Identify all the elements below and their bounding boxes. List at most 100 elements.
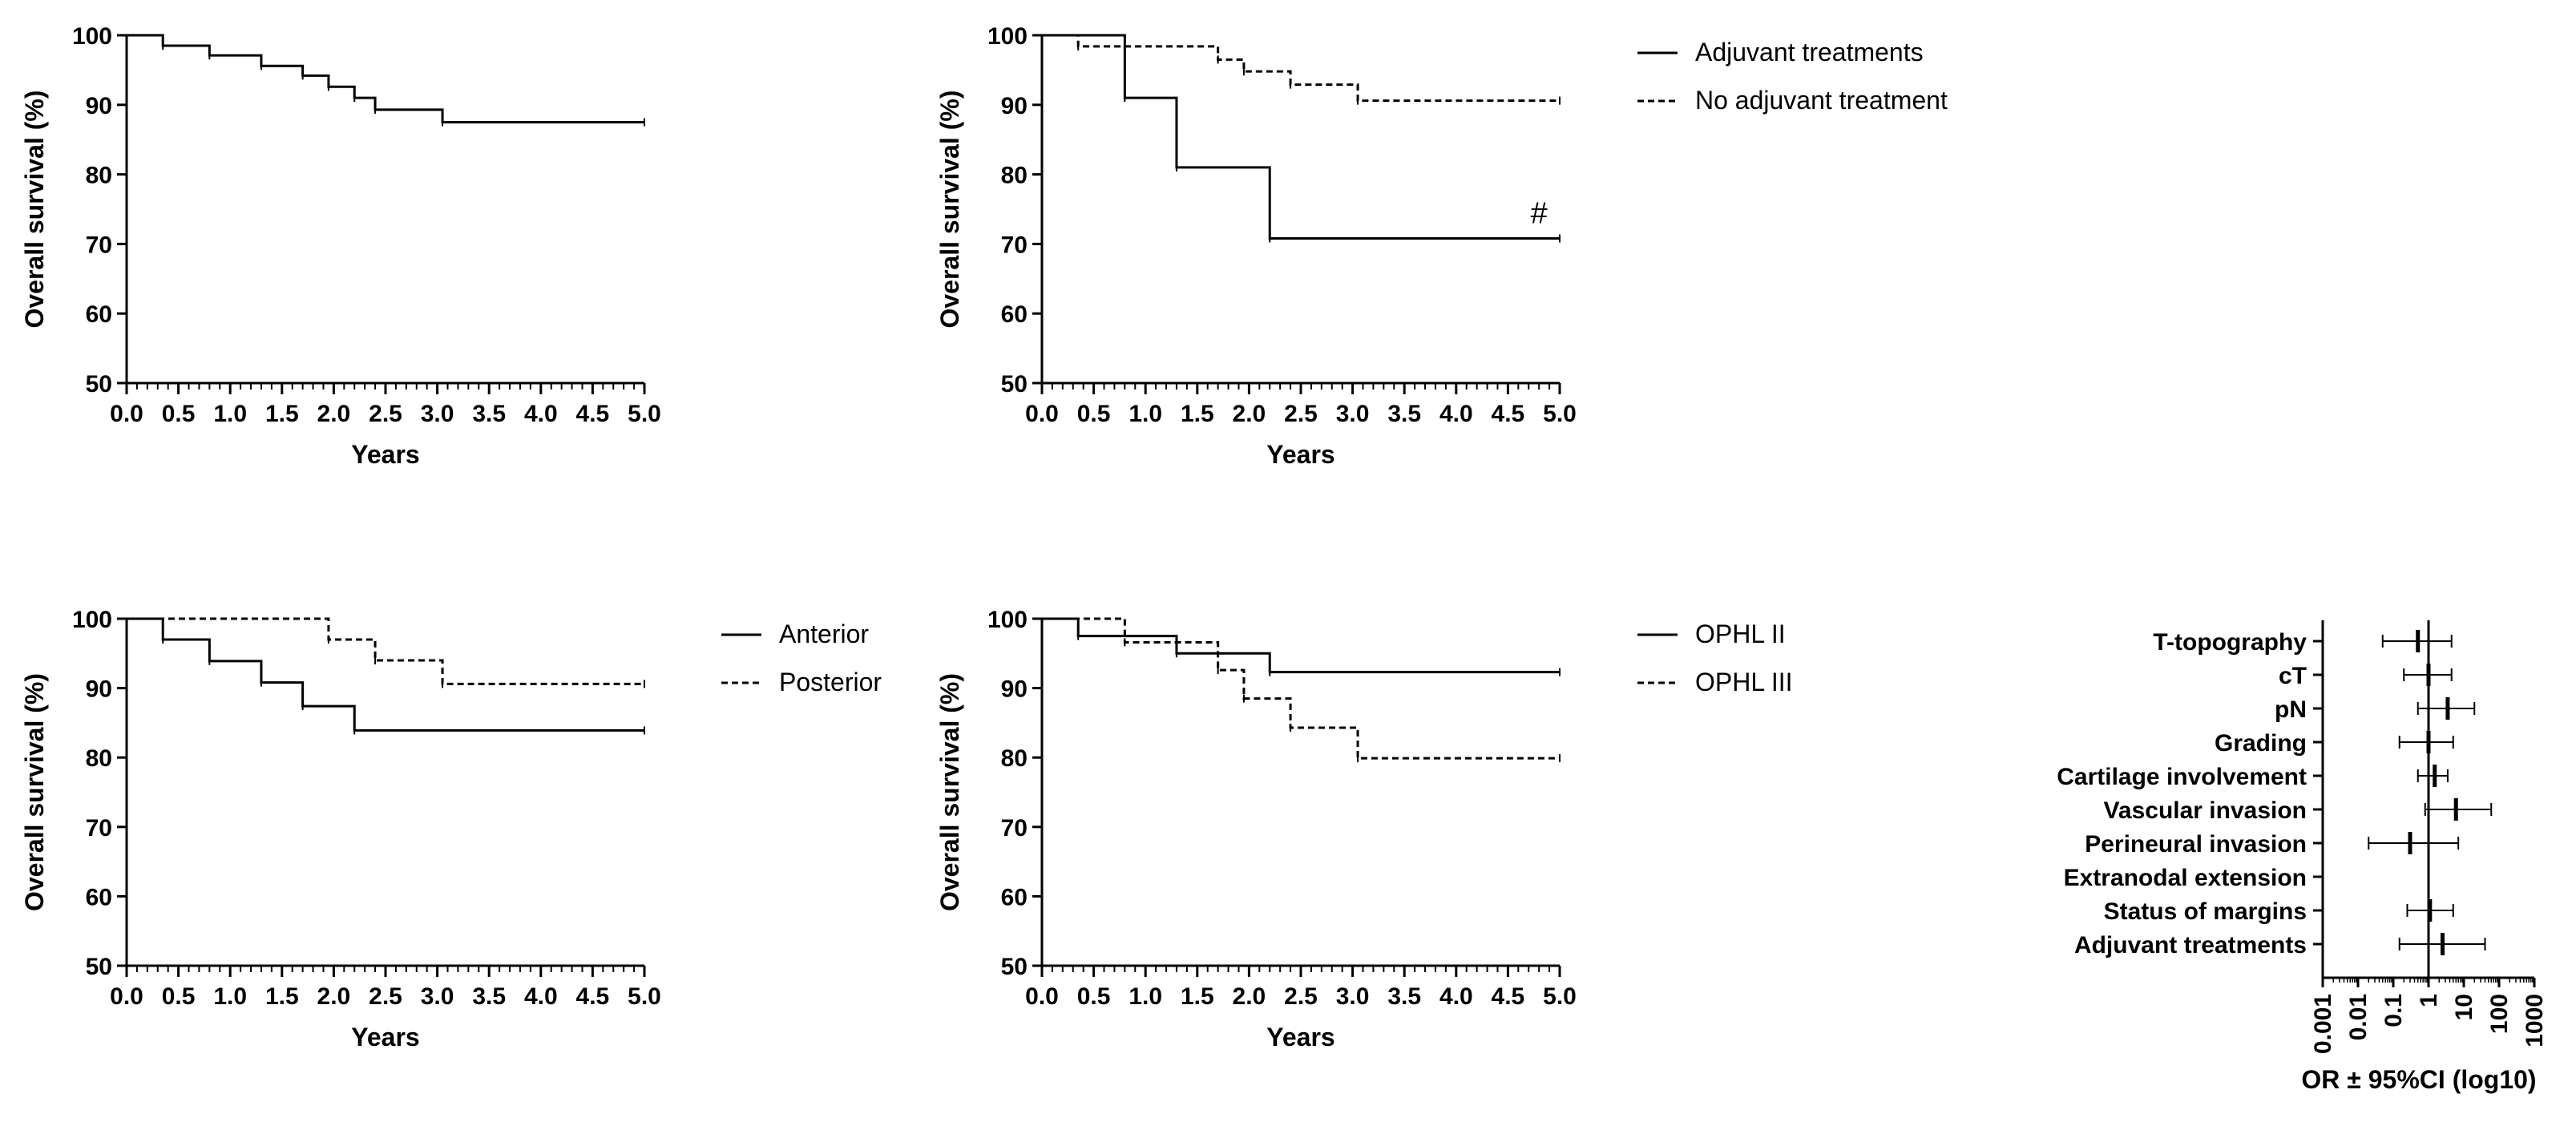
x-tick-label: 0.5: [1077, 983, 1111, 1010]
km-curve-ophl-ii: [1042, 617, 1560, 674]
x-tick-label: 1.0: [213, 401, 247, 427]
forest-row-label: Cartilage involvement: [2057, 764, 2307, 790]
x-tick-label: 3.0: [1336, 401, 1370, 427]
x-tick-label: 1.5: [265, 983, 299, 1010]
x-tick-label: 4.5: [1492, 983, 1525, 1010]
forest-x-tick-label: 100: [2486, 994, 2513, 1034]
legend-label: Adjuvant treatments: [1695, 38, 1924, 67]
x-tick-label: 4.5: [1492, 401, 1525, 427]
panel-a: 50 60 70 80 90 100 0.0 0.5 1.0 1.5 2.0 2.5 3.0 3.5 4.0…: [20, 23, 661, 469]
y-tick-label: 80: [86, 163, 112, 189]
y-tick-label: 70: [1001, 815, 1028, 842]
y-axis-label: Overall survival (%): [20, 673, 49, 911]
y-tick-label: 80: [1001, 745, 1028, 772]
y-tick-label: 60: [1001, 301, 1028, 328]
x-tick-label: 1.5: [1181, 983, 1214, 1010]
y-tick-label: 50: [1001, 954, 1028, 980]
legend-label: Anterior: [779, 620, 869, 648]
panel-c: 50 60 70 80 90 100 0.0 0.5 1.0 1.5 2.0 2.5 3.0 3.5 4.0…: [20, 607, 882, 1051]
x-tick-label: 3.0: [421, 401, 454, 427]
x-tick-label: 1.5: [1181, 401, 1214, 427]
forest-x-axis-label: OR ± 95%CI (log10): [2301, 1065, 2536, 1094]
y-tick-label: 100: [72, 23, 112, 50]
x-tick-label: 1.0: [213, 983, 247, 1010]
x-axis-label: Years: [351, 1023, 419, 1051]
forest-row-label: Extranodal extension: [2064, 865, 2307, 891]
x-tick-label: 0.5: [162, 983, 196, 1010]
legend-label: OPHL II: [1695, 620, 1786, 648]
x-tick-label: 0.0: [1025, 983, 1059, 1010]
panel-e: T-topography cT pN Grading Cartilage involve…: [2057, 620, 2548, 1094]
x-tick-label: 1.0: [1129, 401, 1162, 427]
y-tick-label: 90: [1001, 676, 1028, 703]
km-curve-no-adjuvant-treatment: [1042, 34, 1560, 103]
km-curve-all-patients: [127, 34, 644, 123]
legend-label: Posterior: [779, 668, 882, 696]
y-tick-label: 80: [86, 745, 112, 772]
y-tick-label: 100: [987, 607, 1028, 633]
forest-row-label: Grading: [2215, 730, 2307, 757]
x-tick-label: 4.5: [576, 401, 610, 427]
x-tick-label: 0.5: [1077, 401, 1111, 427]
y-tick-label: 80: [1001, 163, 1028, 189]
x-tick-label: 5.0: [1543, 983, 1577, 1010]
forest-row-label: Vascular invasion: [2104, 797, 2307, 824]
x-tick-label: 5.0: [1543, 401, 1577, 427]
forest-row-label: Status of margins: [2104, 898, 2307, 925]
y-tick-label: 50: [86, 954, 112, 980]
x-axis-label: Years: [1266, 440, 1334, 469]
x-tick-label: 2.5: [369, 401, 402, 427]
x-tick-label: 3.5: [1387, 983, 1421, 1010]
x-tick-label: 4.5: [576, 983, 610, 1010]
x-tick-label: 3.0: [1336, 983, 1370, 1010]
x-tick-label: 2.5: [1284, 983, 1318, 1010]
x-tick-label: 2.5: [1284, 401, 1318, 427]
x-tick-label: 3.5: [472, 983, 506, 1010]
y-axis-label: Overall survival (%): [20, 90, 49, 328]
x-tick-label: 4.0: [1439, 983, 1473, 1010]
forest-row-label: Perineural invasion: [2085, 831, 2307, 858]
x-tick-label: 4.0: [524, 983, 558, 1010]
x-tick-label: 3.5: [472, 401, 506, 427]
significance-mark: #: [1531, 196, 1548, 230]
y-axis-label: Overall survival (%): [935, 90, 964, 328]
x-tick-label: 2.0: [317, 983, 351, 1010]
y-tick-label: 90: [86, 676, 112, 703]
x-tick-label: 2.0: [1233, 983, 1266, 1010]
legend-label: OPHL III: [1695, 668, 1793, 696]
x-tick-label: 5.0: [628, 983, 661, 1010]
x-tick-label: 1.5: [265, 401, 299, 427]
x-tick-label: 0.5: [162, 401, 196, 427]
y-tick-label: 50: [86, 371, 112, 398]
km-curve-adjuvant-treatments: [1042, 34, 1560, 240]
x-tick-label: 0.0: [1025, 401, 1059, 427]
x-tick-label: 2.0: [1233, 401, 1266, 427]
forest-x-tick-label: 0.1: [2380, 994, 2407, 1027]
forest-row-label: pN: [2275, 696, 2307, 723]
x-tick-label: 3.5: [1387, 401, 1421, 427]
y-tick-label: 50: [1001, 371, 1028, 398]
y-tick-label: 70: [1001, 232, 1028, 258]
forest-row-label: cT: [2279, 663, 2307, 689]
y-tick-label: 70: [86, 815, 112, 842]
panel-b: 50 60 70 80 90 100 0.0 0.5 1.0 1.5 2.0 2.5 3.0 3.5 4.0…: [935, 23, 1948, 469]
x-tick-label: 0.0: [110, 401, 143, 427]
y-tick-label: 70: [86, 232, 112, 258]
y-tick-label: 90: [1001, 93, 1028, 119]
forest-x-tick-label: 1: [2416, 994, 2442, 1007]
km-curve-ophl-iii: [1042, 617, 1560, 760]
legend-label: No adjuvant treatment: [1695, 86, 1948, 115]
y-tick-label: 60: [1001, 884, 1028, 910]
x-tick-label: 4.0: [1439, 401, 1473, 427]
x-tick-label: 5.0: [628, 401, 661, 427]
forest-row-label: T-topography: [2153, 629, 2307, 656]
y-tick-label: 100: [72, 607, 112, 633]
x-tick-label: 2.0: [317, 401, 351, 427]
km-curve-posterior: [127, 617, 644, 685]
x-axis-label: Years: [351, 440, 419, 469]
forest-x-tick-label: 1000: [2521, 994, 2548, 1047]
panel-d: 50 60 70 80 90 100 0.0 0.5 1.0 1.5 2.0 2.5 3.0 3.5 4.0…: [935, 607, 1793, 1051]
x-tick-label: 1.0: [1129, 983, 1162, 1010]
y-tick-label: 90: [86, 93, 112, 119]
